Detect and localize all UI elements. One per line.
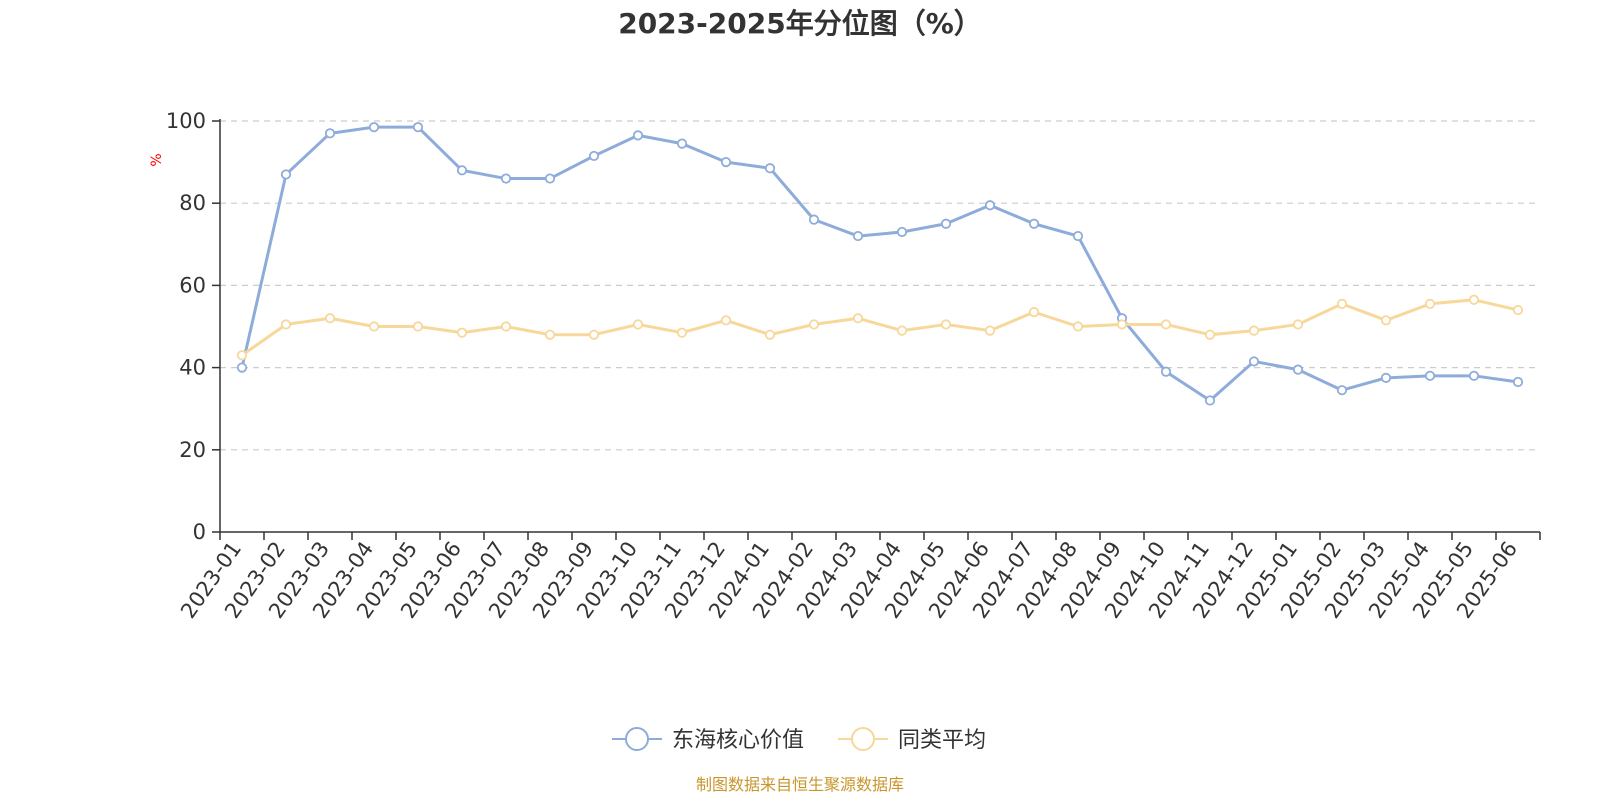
legend-label: 同类平均	[898, 728, 986, 753]
data-point[interactable]	[412, 122, 424, 133]
data-point[interactable]	[808, 214, 820, 225]
series-line	[240, 125, 1520, 402]
data-point[interactable]	[1204, 329, 1216, 340]
data-point[interactable]	[1380, 315, 1392, 326]
data-point[interactable]	[632, 319, 644, 330]
legend-marker-icon	[625, 727, 649, 751]
data-point[interactable]	[1292, 364, 1304, 375]
data-point[interactable]	[852, 313, 864, 324]
data-point[interactable]	[1028, 218, 1040, 229]
data-point[interactable]	[1512, 304, 1524, 316]
grid-layer	[220, 120, 1540, 451]
data-point[interactable]	[368, 122, 380, 133]
data-point[interactable]	[940, 218, 952, 229]
data-point[interactable]	[984, 325, 996, 336]
data-point[interactable]	[764, 163, 776, 174]
data-point[interactable]	[1072, 230, 1084, 242]
data-point[interactable]	[280, 319, 292, 330]
data-point[interactable]	[808, 319, 820, 330]
data-point[interactable]	[456, 165, 468, 176]
data-point[interactable]	[896, 226, 908, 238]
data-point[interactable]	[1468, 370, 1480, 381]
data-point[interactable]	[720, 157, 732, 168]
legend: 东海核心价值 同类平均	[612, 727, 986, 753]
data-point[interactable]	[412, 321, 424, 332]
source-note: 制图数据来自恒生聚源数据库	[696, 775, 904, 794]
data-point[interactable]	[368, 321, 380, 332]
data-point[interactable]	[1160, 366, 1172, 377]
data-point[interactable]	[1072, 321, 1084, 332]
data-point[interactable]	[1028, 307, 1040, 318]
data-point[interactable]	[1424, 370, 1436, 381]
data-point[interactable]	[1380, 372, 1392, 383]
data-point[interactable]	[1512, 376, 1524, 388]
data-point[interactable]	[676, 327, 688, 338]
data-point[interactable]	[280, 169, 292, 180]
y-tick-label: 60	[179, 273, 206, 297]
data-point[interactable]	[1292, 319, 1304, 330]
data-point[interactable]	[1248, 356, 1260, 367]
data-point[interactable]	[1336, 298, 1348, 309]
y-tick-label: 20	[179, 438, 206, 462]
data-point[interactable]	[852, 230, 864, 242]
data-point[interactable]	[500, 321, 512, 332]
data-point[interactable]	[588, 329, 600, 340]
chart-title: 2023-2025年分位图（%）	[618, 7, 982, 40]
data-point[interactable]	[236, 350, 248, 361]
data-point[interactable]	[456, 327, 468, 338]
data-point[interactable]	[544, 173, 556, 184]
data-point[interactable]	[940, 319, 952, 330]
data-point[interactable]	[500, 173, 512, 184]
data-point[interactable]	[720, 315, 732, 326]
data-point[interactable]	[1424, 298, 1436, 309]
y-tick-label: 40	[179, 356, 206, 380]
series-layer	[236, 122, 1524, 406]
data-point[interactable]	[1248, 325, 1260, 336]
data-point[interactable]	[896, 325, 908, 336]
data-point[interactable]	[632, 130, 644, 141]
legend-item-2[interactable]: 同类平均	[838, 727, 986, 753]
data-point[interactable]	[236, 362, 248, 373]
data-point[interactable]	[324, 313, 336, 324]
data-point[interactable]	[1116, 319, 1128, 330]
legend-marker-icon	[851, 727, 875, 751]
series-1	[236, 122, 1524, 406]
legend-label: 东海核心价值	[672, 728, 804, 753]
data-point[interactable]	[1468, 294, 1480, 305]
series-line	[240, 298, 1520, 357]
data-point[interactable]	[1204, 395, 1216, 406]
y-tick-label: 80	[179, 191, 206, 215]
data-point[interactable]	[676, 138, 688, 149]
data-point[interactable]	[324, 128, 336, 139]
series-2	[236, 294, 1524, 361]
y-tick-label: 0	[193, 520, 206, 544]
legend-item-1[interactable]: 东海核心价值	[612, 727, 804, 753]
data-point[interactable]	[984, 200, 996, 211]
data-point[interactable]	[544, 329, 556, 340]
data-point[interactable]	[764, 329, 776, 340]
y-axis-label: %	[149, 153, 165, 166]
y-tick-label: 100	[166, 109, 206, 133]
data-point[interactable]	[1336, 385, 1348, 396]
data-point[interactable]	[588, 150, 600, 162]
data-point[interactable]	[1160, 319, 1172, 330]
axis-layer: 0204060801002023-012023-022023-032023-04…	[166, 109, 1541, 623]
